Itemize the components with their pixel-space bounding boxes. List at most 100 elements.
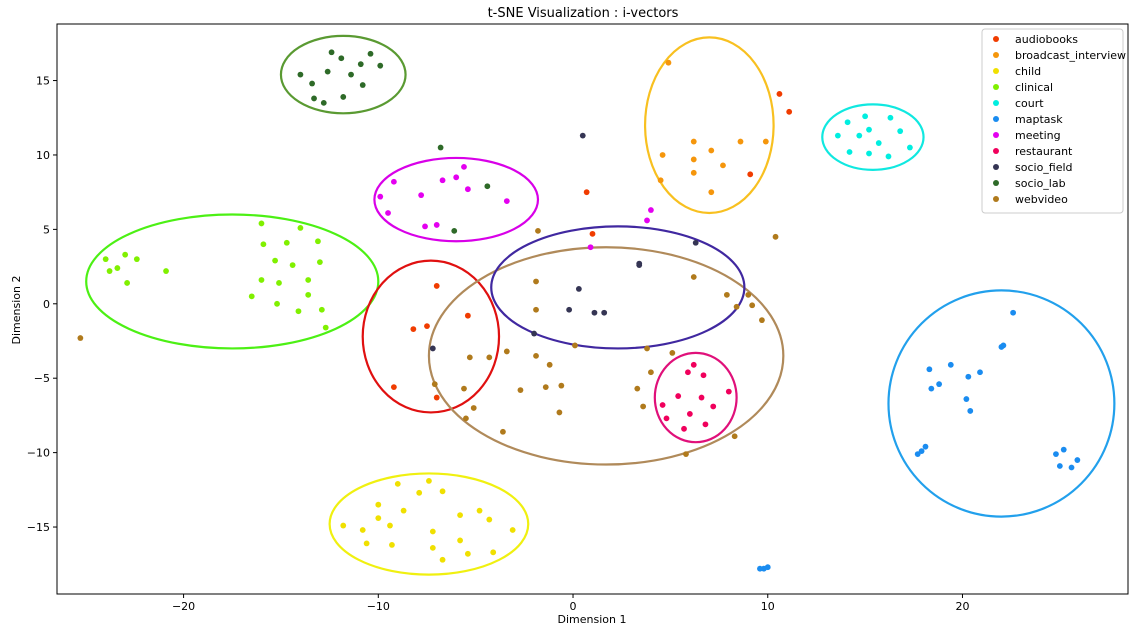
point-socio-lab	[484, 183, 491, 190]
point-audiobooks	[776, 91, 783, 97]
y-tick-label: −5	[34, 372, 50, 385]
ellipse-broadcast-interview	[643, 36, 775, 215]
point-webvideo	[558, 382, 565, 389]
point-socio-lab	[367, 50, 374, 57]
point-webvideo	[503, 348, 510, 355]
legend-marker-clinical	[993, 84, 999, 90]
point-socio-lab	[320, 99, 327, 106]
point-socio-lab	[311, 95, 317, 102]
point-socio-lab	[324, 68, 331, 75]
ellipse-socio-lab	[279, 34, 407, 115]
point-clinical	[305, 277, 312, 283]
point-child	[359, 527, 366, 533]
point-webvideo	[535, 227, 541, 234]
point-maptask	[998, 344, 1005, 350]
point-maptask	[922, 443, 929, 450]
point-child	[439, 556, 446, 563]
point-socio-field	[591, 309, 598, 316]
point-broadcast-interview	[762, 138, 769, 145]
legend-marker-socio-lab	[993, 180, 999, 186]
point-audiobooks	[786, 108, 793, 115]
point-socio-lab	[437, 144, 444, 151]
point-broadcast-interview	[657, 177, 664, 184]
point-court	[866, 150, 872, 157]
point-clinical	[295, 308, 302, 315]
point-socio-lab	[377, 62, 384, 69]
point-child	[457, 537, 463, 544]
point-meeting	[648, 207, 654, 213]
point-meeting	[385, 210, 391, 216]
point-socio-lab	[338, 55, 345, 62]
legend-marker-court	[993, 100, 999, 106]
point-meeting	[453, 174, 460, 181]
point-audiobooks	[583, 189, 590, 196]
point-clinical	[124, 280, 131, 286]
y-tick-label: 5	[43, 223, 50, 236]
point-broadcast-interview	[665, 59, 672, 66]
point-broadcast-interview	[708, 147, 715, 154]
point-socio-field	[579, 132, 586, 139]
point-webvideo	[749, 302, 756, 309]
point-webvideo	[772, 233, 779, 240]
data-points	[77, 49, 1081, 572]
point-clinical	[318, 306, 325, 313]
point-child	[464, 550, 471, 557]
x-tick-label: −10	[367, 600, 390, 613]
point-court	[856, 132, 863, 139]
point-webvideo	[517, 387, 524, 394]
ellipse-webvideo	[427, 246, 785, 466]
point-restaurant	[681, 425, 687, 432]
point-webvideo	[431, 381, 438, 388]
chart-title: t-SNE Visualization : i-vectors	[488, 6, 679, 21]
point-clinical	[322, 324, 329, 331]
legend-label-child: child	[1015, 65, 1041, 78]
point-broadcast-interview	[720, 162, 726, 169]
point-court	[907, 144, 913, 151]
point-webvideo	[669, 350, 676, 356]
point-child	[509, 527, 516, 533]
y-tick-label: 0	[43, 298, 50, 311]
point-child	[375, 515, 382, 521]
point-maptask	[967, 408, 974, 414]
point-webvideo	[463, 415, 469, 422]
point-broadcast-interview	[708, 189, 715, 196]
legend-label-socio-lab: socio_lab	[1015, 177, 1066, 190]
point-webvideo	[690, 274, 697, 280]
ellipse-socio-field	[490, 225, 746, 350]
legend-label-webvideo: webvideo	[1015, 193, 1068, 206]
point-court	[862, 113, 869, 120]
legend-marker-child	[993, 68, 999, 74]
point-child	[426, 477, 432, 484]
point-court	[846, 149, 853, 155]
point-clinical	[133, 256, 140, 263]
point-child	[375, 501, 382, 508]
point-maptask	[1074, 457, 1081, 463]
x-tick-label: 10	[761, 600, 775, 613]
point-restaurant	[663, 415, 670, 422]
y-tick-label: 15	[36, 75, 50, 88]
point-webvideo	[466, 354, 473, 361]
point-maptask	[1068, 464, 1075, 471]
ellipse-maptask	[887, 289, 1116, 518]
y-tick-label: −10	[27, 447, 50, 460]
point-maptask	[928, 385, 935, 392]
legend-label-restaurant: restaurant	[1015, 145, 1073, 158]
point-maptask	[926, 366, 933, 373]
point-meeting	[587, 244, 594, 251]
point-clinical	[276, 280, 282, 286]
point-court	[834, 132, 841, 139]
point-socio-field	[429, 345, 436, 352]
point-clinical	[260, 241, 267, 248]
legend-label-meeting: meeting	[1015, 129, 1061, 142]
point-audiobooks	[410, 326, 417, 332]
legend-marker-audiobooks	[993, 36, 999, 42]
point-maptask	[914, 451, 921, 458]
point-maptask	[1060, 446, 1067, 453]
point-meeting	[418, 192, 425, 199]
point-meeting	[433, 222, 440, 228]
point-socio-lab	[348, 71, 354, 78]
point-court	[885, 153, 892, 160]
point-restaurant	[698, 394, 705, 401]
legend-marker-maptask	[993, 116, 999, 122]
point-webvideo	[572, 342, 578, 349]
